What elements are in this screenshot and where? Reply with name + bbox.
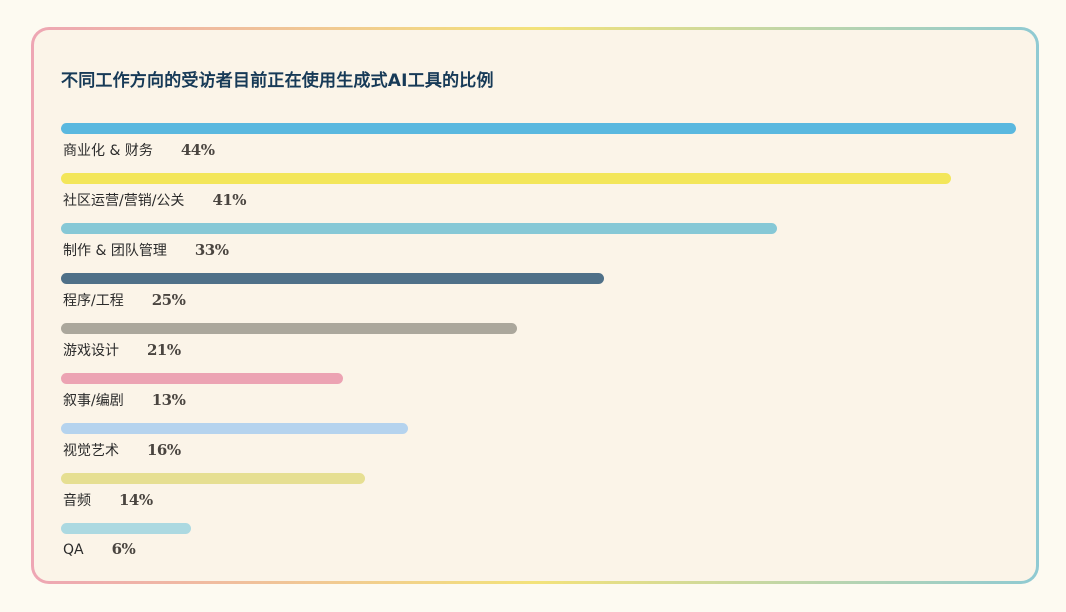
bar-row: 视觉艺术 16% <box>61 423 1016 473</box>
value-label: 16% <box>147 441 181 459</box>
value-label: 25% <box>151 291 186 309</box>
value-label: 14% <box>119 491 153 509</box>
category-label: 商业化 & 财务 <box>63 143 153 159</box>
category-label: 音频 <box>63 493 91 509</box>
category-label: 叙事/编剧 <box>63 393 124 409</box>
bar-row: 制作 & 团队管理 33% <box>61 223 1016 273</box>
bar-label-group: 视觉艺术 16% <box>63 440 181 460</box>
bar-label-group: 音频 14% <box>63 490 153 510</box>
value-label: 33% <box>194 241 229 259</box>
bar-row: 叙事/编剧 13% <box>61 373 1016 423</box>
bar-chart: 商业化 & 财务 44% 社区运营/营销/公关 41% 制作 & 团队管理 33% 程序/工… <box>61 123 1016 573</box>
category-label: 程序/工程 <box>63 293 124 309</box>
category-label: 制作 & 团队管理 <box>63 243 167 259</box>
bar-label-group: QA 6% <box>63 540 136 558</box>
bar-label-group: 程序/工程 25% <box>63 290 186 310</box>
bar-label-group: 制作 & 团队管理 33% <box>63 240 229 260</box>
bar-row: 游戏设计 21% <box>61 323 1016 373</box>
category-label: 视觉艺术 <box>63 443 119 459</box>
chart-title: 不同工作方向的受访者目前正在使用生成式AI工具的比例 <box>61 71 494 91</box>
bar-row: 社区运营/营销/公关 41% <box>61 173 1016 223</box>
category-label: 游戏设计 <box>63 343 119 359</box>
chart-card: 不同工作方向的受访者目前正在使用生成式AI工具的比例 商业化 & 财务 44% 社区… <box>34 30 1036 581</box>
value-label: 13% <box>151 391 186 409</box>
bar <box>61 123 1016 134</box>
bar-label-group: 商业化 & 财务 44% <box>63 140 215 160</box>
category-label: 社区运营/营销/公关 <box>63 193 185 209</box>
bar <box>61 323 517 334</box>
bar-label-group: 社区运营/营销/公关 41% <box>63 190 247 210</box>
bar-row: 音频 14% <box>61 473 1016 523</box>
value-label: 44% <box>180 141 215 159</box>
bar <box>61 273 604 284</box>
bar-label-group: 游戏设计 21% <box>63 340 181 360</box>
bar <box>61 173 951 184</box>
bar <box>61 473 365 484</box>
bar <box>61 223 778 234</box>
bar <box>61 523 192 534</box>
bar-row: QA 6% <box>61 523 1016 573</box>
value-label: 21% <box>147 341 181 359</box>
chart-frame: 不同工作方向的受访者目前正在使用生成式AI工具的比例 商业化 & 财务 44% 社区… <box>31 27 1039 584</box>
bar <box>61 373 344 384</box>
bar <box>61 423 409 434</box>
value-label: 6% <box>111 540 136 558</box>
category-label: QA <box>63 542 84 558</box>
bar-label-group: 叙事/编剧 13% <box>63 390 186 410</box>
bar-row: 商业化 & 财务 44% <box>61 123 1016 173</box>
bar-row: 程序/工程 25% <box>61 273 1016 323</box>
value-label: 41% <box>212 191 247 209</box>
